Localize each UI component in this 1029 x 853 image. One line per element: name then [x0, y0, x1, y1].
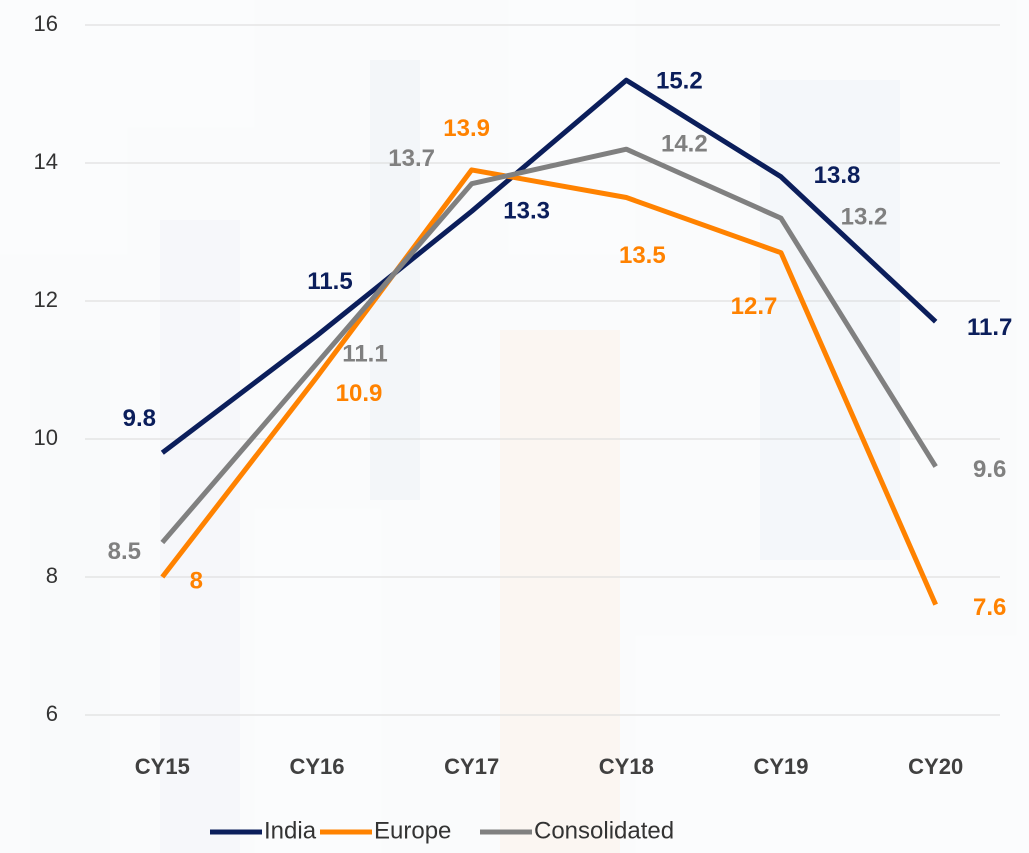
x-tick-label: CY15 — [135, 754, 190, 779]
data-label: 10.9 — [336, 380, 383, 407]
y-tick-label: 14 — [34, 149, 58, 174]
x-tick-label: CY20 — [908, 754, 963, 779]
data-label: 12.7 — [731, 293, 778, 320]
data-label: 8 — [190, 567, 203, 594]
data-label: 13.5 — [619, 242, 666, 269]
data-label: 13.9 — [443, 115, 490, 142]
data-label: 13.8 — [814, 162, 861, 189]
data-label: 13.7 — [388, 145, 435, 172]
data-label: 8.5 — [108, 538, 141, 565]
data-label: 9.8 — [123, 405, 156, 432]
y-tick-label: 10 — [34, 425, 58, 450]
y-tick-label: 8 — [46, 563, 58, 588]
y-tick-label: 12 — [34, 287, 58, 312]
y-tick-label: 16 — [34, 11, 58, 36]
legend-label: Europe — [374, 817, 451, 844]
series-line — [160, 77, 938, 455]
x-tick-label: CY16 — [289, 754, 344, 779]
data-label: 13.3 — [503, 198, 550, 225]
legend-label: Consolidated — [534, 817, 674, 844]
data-label: 13.2 — [841, 204, 888, 231]
series-line — [160, 167, 938, 606]
data-label: 15.2 — [656, 68, 703, 95]
data-label: 11.1 — [342, 340, 387, 367]
data-label: 11.7 — [967, 314, 1012, 341]
y-tick-label: 6 — [46, 701, 58, 726]
x-tick-label: CY17 — [444, 754, 499, 779]
series-line — [160, 146, 938, 545]
x-tick-label: CY19 — [753, 754, 808, 779]
data-label: 14.2 — [661, 131, 708, 158]
data-label: 9.6 — [973, 456, 1006, 483]
legend-label: India — [264, 817, 317, 844]
x-tick-label: CY18 — [599, 754, 654, 779]
data-label: 7.6 — [973, 594, 1006, 621]
data-label: 11.5 — [307, 268, 352, 295]
